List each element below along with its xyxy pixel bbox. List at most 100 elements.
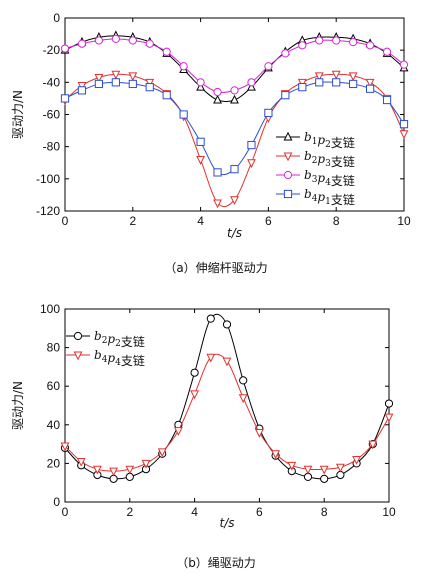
y-tick-label: 0 (53, 495, 60, 509)
legend-subscript: 4 (312, 194, 318, 204)
data-point (222, 320, 232, 329)
legend-suffix: 支链 (121, 353, 145, 368)
data-point (60, 94, 70, 103)
x-axis-label: t/s (220, 516, 235, 530)
data-point (264, 62, 273, 71)
x-axis-label: t/s (227, 226, 242, 240)
data-point (128, 79, 137, 89)
x-tick-label: 4 (191, 505, 198, 519)
data-point (384, 413, 394, 423)
legend-entry: b2p3支链 (276, 149, 355, 169)
data-point (145, 78, 155, 88)
data-point (399, 120, 409, 129)
data-point (314, 72, 324, 82)
legend-suffix: 支链 (331, 154, 355, 169)
data-point (94, 74, 104, 83)
legend-subscript: 2 (325, 140, 331, 150)
data-point (77, 86, 87, 95)
x-tick-label: 2 (129, 214, 136, 228)
x-tick-label: 8 (333, 214, 340, 228)
data-point (213, 168, 222, 177)
legend-marker (283, 170, 293, 180)
x-tick-label: 0 (62, 505, 69, 519)
data-point (332, 36, 341, 45)
legend-suffix: 支链 (121, 334, 145, 349)
y-tick-label: 80 (47, 341, 61, 355)
y-tick-label: 0 (53, 11, 60, 25)
legend-letter: b (304, 187, 312, 201)
series-line (64, 353, 390, 472)
data-point (190, 368, 199, 377)
data-point (157, 448, 167, 458)
legend-subscript: 2 (312, 156, 318, 166)
legend-marker (283, 189, 293, 199)
x-tick-label: 6 (256, 505, 263, 519)
data-point (94, 79, 104, 89)
data-point (319, 465, 329, 475)
series-4 (60, 78, 409, 177)
data-point (145, 39, 154, 48)
series-3 (60, 34, 409, 97)
data-point (230, 86, 239, 95)
data-point (230, 94, 239, 104)
legend-letter: b (94, 329, 102, 343)
data-point (111, 34, 120, 44)
y-tick-label: -100 (36, 172, 60, 186)
data-point (297, 78, 307, 88)
y-tick-label: -120 (36, 204, 60, 218)
legend-letter: b (304, 168, 312, 182)
legend-suffix: 支链 (331, 192, 355, 207)
data-point (141, 459, 151, 469)
legend-subscript: 2 (115, 339, 121, 349)
legend-subscript: 4 (102, 355, 108, 365)
legend-label: b4p4支链 (94, 348, 145, 368)
legend-label: b2p3支链 (304, 149, 355, 169)
legend-suffix: 支链 (331, 135, 355, 150)
data-point (206, 353, 216, 363)
x-tick-label: 10 (382, 505, 396, 519)
data-point (315, 36, 324, 45)
y-tick-label: -80 (43, 140, 61, 154)
x-tick-label: 10 (397, 214, 411, 228)
series-2 (60, 353, 394, 477)
legend-marker (283, 131, 293, 141)
legend-entry: b3p4支链 (276, 168, 355, 188)
data-point (247, 78, 256, 87)
legend-label: b3p4支链 (304, 168, 355, 188)
legend-letter: b (94, 348, 102, 362)
data-point (128, 36, 137, 45)
data-point (399, 130, 409, 140)
data-point (213, 94, 222, 104)
data-point (366, 41, 375, 50)
legend-subscript: 3 (325, 159, 331, 169)
data-point (384, 399, 394, 408)
data-point (94, 36, 104, 45)
data-point (230, 165, 239, 174)
data-point (92, 465, 102, 475)
data-point (281, 91, 290, 100)
y-tick-label: 40 (47, 418, 61, 432)
x-tick-label: 6 (265, 214, 272, 228)
data-point (77, 39, 87, 48)
legend-marker (73, 351, 83, 361)
y-tick-label: 100 (40, 302, 60, 316)
y-tick-label: 20 (47, 456, 61, 470)
y-tick-label: -60 (43, 108, 61, 122)
data-point (281, 49, 290, 58)
data-point (349, 79, 358, 89)
data-point (196, 137, 205, 146)
data-point (60, 442, 70, 452)
legend-letter: p (317, 171, 325, 185)
data-point (111, 70, 121, 80)
legend-letter: p (107, 351, 115, 365)
chart-telescopic-rod-force: 0 2 4 6 8 10 0 -20 -40 -60 -80 -100 -120 t/s 驱动力/N （a）伸… (11, 11, 411, 275)
legend-marker (73, 331, 83, 341)
data-point (366, 84, 375, 93)
chart-cable-force: 0 2 4 6 8 10020406080100t/s驱动力/N（b）绳驱动力b2p2支链… (11, 302, 396, 570)
data-point (77, 82, 87, 91)
data-point (239, 376, 248, 385)
data-point (382, 47, 392, 56)
data-point (348, 72, 358, 82)
figure-caption: （b）绳驱动力 (176, 556, 256, 570)
data-point (145, 83, 154, 92)
